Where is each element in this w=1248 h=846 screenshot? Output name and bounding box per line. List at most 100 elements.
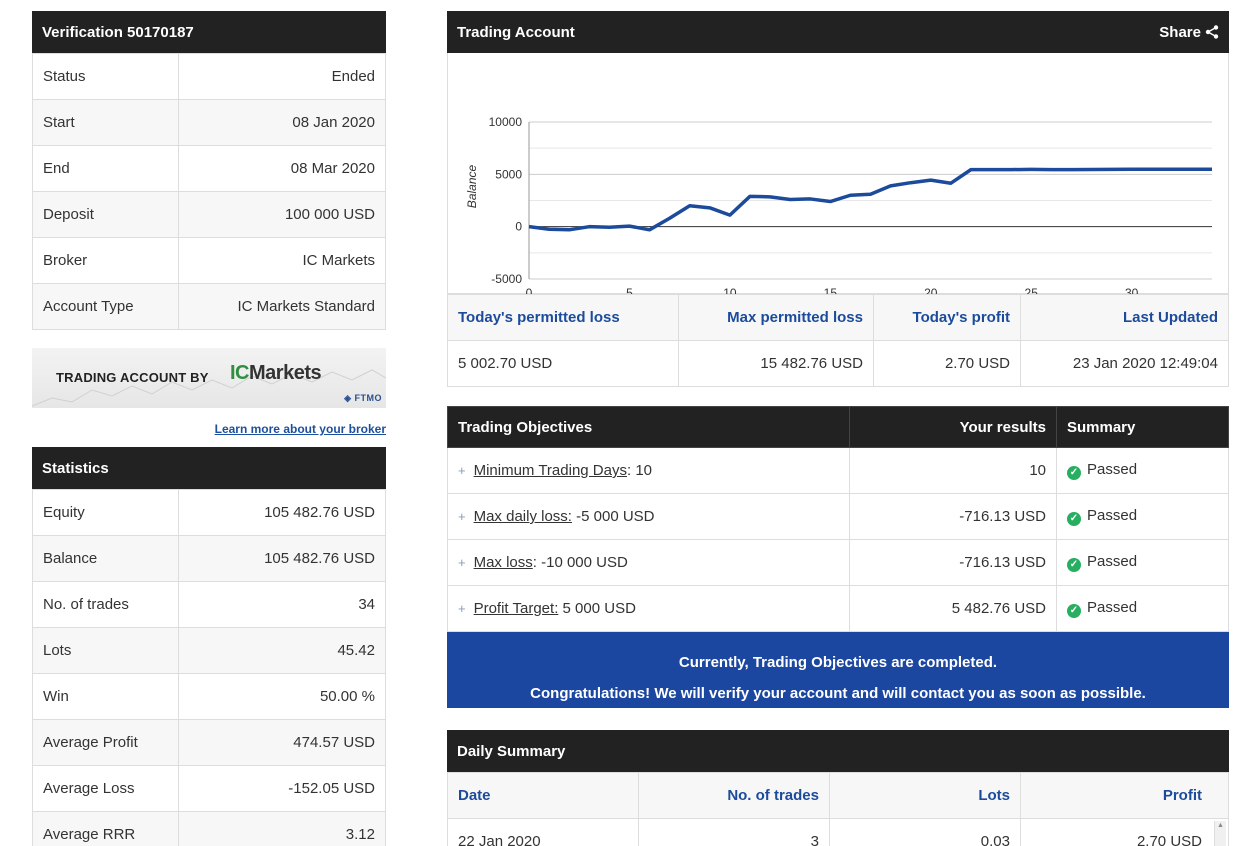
- share-icon: [1205, 25, 1219, 39]
- objectives-table: Trading Objectives Your results Summary …: [447, 406, 1229, 632]
- ftmo-logo: ◈ FTMO: [344, 393, 382, 403]
- objective-row[interactable]: + Profit Target: 5 000 USD 5 482.76 USD ✓ Pa…: [447, 585, 1229, 632]
- x-tick-label: 5: [626, 286, 633, 294]
- summary-status: Passed: [1087, 461, 1138, 478]
- verification-value: IC Markets: [178, 237, 386, 284]
- objective-row[interactable]: + Max loss: -10 000 USD -716.13 USD ✓ Passed: [447, 539, 1229, 586]
- daily-summary-title: Daily Summary: [447, 730, 1229, 772]
- expand-plus-icon[interactable]: +: [458, 463, 466, 478]
- objective-cell: + Max loss: -10 000 USD: [447, 539, 850, 586]
- statistics-value: 34: [178, 581, 386, 628]
- objectives-completed-banner: Currently, Trading Objectives are comple…: [447, 632, 1229, 708]
- objectives-panel: Trading Objectives Your results Summary …: [447, 406, 1229, 708]
- verification-label: Account Type: [32, 283, 179, 330]
- loss-table: Today's permitted loss Max permitted los…: [447, 294, 1229, 387]
- trades-header[interactable]: No. of trades: [638, 772, 830, 819]
- todays-profit-header: Today's profit: [873, 294, 1021, 341]
- broker-banner[interactable]: TRADING ACCOUNT BY ICMarkets ◈ FTMO: [32, 348, 386, 408]
- last-updated-value: 23 Jan 2020 12:49:04: [1020, 340, 1229, 387]
- verification-title: Verification 50170187: [32, 11, 386, 53]
- objective-result: 10: [849, 447, 1057, 494]
- objective-sep: :: [626, 462, 632, 479]
- check-circle-icon: ✓: [1067, 466, 1081, 480]
- objectives-header: Trading Objectives: [447, 406, 850, 448]
- statistics-row: Average Loss -152.05 USD: [32, 765, 386, 812]
- y-tick-label: 5000: [495, 167, 522, 181]
- statistics-value: 50.00 %: [178, 673, 386, 720]
- objective-summary: ✓ Passed: [1056, 585, 1229, 632]
- verification-label: Status: [32, 53, 179, 100]
- summary-header: Summary: [1056, 406, 1229, 448]
- statistics-label: Average RRR: [32, 811, 179, 846]
- y-axis-label: Balance: [465, 164, 479, 208]
- x-tick-label: 20: [924, 286, 938, 294]
- scroll-up-icon[interactable]: ▲: [1217, 822, 1224, 829]
- statistics-label: Average Loss: [32, 765, 179, 812]
- statistics-value: 45.42: [178, 627, 386, 674]
- expand-plus-icon[interactable]: +: [458, 601, 466, 616]
- statistics-label: Lots: [32, 627, 179, 674]
- verification-value: 100 000 USD: [178, 191, 386, 238]
- table-row: 22 Jan 2020 3 0.03 2.70 USD ▲: [447, 818, 1229, 846]
- check-circle-icon: ✓: [1067, 512, 1081, 526]
- objective-summary: ✓ Passed: [1056, 539, 1229, 586]
- x-tick-label: 25: [1025, 286, 1039, 294]
- statistics-label: Balance: [32, 535, 179, 582]
- verification-value: Ended: [178, 53, 386, 100]
- objective-result: -716.13 USD: [849, 493, 1057, 540]
- date-header[interactable]: Date: [447, 772, 639, 819]
- results-header: Your results: [849, 406, 1057, 448]
- expand-plus-icon[interactable]: +: [458, 509, 466, 524]
- verification-row: Start 08 Jan 2020: [32, 99, 386, 146]
- x-tick-label: 30: [1125, 286, 1139, 294]
- summary-status: Passed: [1087, 553, 1138, 570]
- statistics-row: Balance 105 482.76 USD: [32, 535, 386, 582]
- y-tick-label: 0: [515, 220, 522, 234]
- objective-link[interactable]: Max daily loss:: [473, 508, 572, 525]
- lots-header[interactable]: Lots: [829, 772, 1021, 819]
- x-tick-label: 0: [526, 286, 533, 294]
- objective-target: -5 000 USD: [571, 508, 655, 525]
- verification-panel: Verification 50170187 Status Ended Start 08…: [32, 11, 386, 330]
- statistics-value: 474.57 USD: [178, 719, 386, 766]
- max-permitted-loss-value: 15 482.76 USD: [678, 340, 874, 387]
- summary-status: Passed: [1087, 507, 1138, 524]
- trading-account-header: Trading Account Share: [447, 11, 1229, 53]
- x-tick-label: 15: [824, 286, 838, 294]
- statistics-row: Lots 45.42: [32, 627, 386, 674]
- objective-link[interactable]: Max loss: [473, 554, 533, 571]
- objective-target: -10 000 USD: [536, 554, 628, 571]
- share-button[interactable]: Share: [1159, 24, 1219, 41]
- scrollbar[interactable]: ▲: [1214, 821, 1226, 846]
- objective-row[interactable]: + Minimum Trading Days: 10 10 ✓ Passed: [447, 447, 1229, 494]
- objective-link[interactable]: Minimum Trading Days: [473, 462, 627, 479]
- todays-profit-value: 2.70 USD: [873, 340, 1021, 387]
- verification-value: 08 Jan 2020: [178, 99, 386, 146]
- objective-result: 5 482.76 USD: [849, 585, 1057, 632]
- profit-header[interactable]: Profit: [1020, 772, 1229, 819]
- verification-row: Deposit 100 000 USD: [32, 191, 386, 238]
- objective-summary: ✓ Passed: [1056, 493, 1229, 540]
- statistics-value: 105 482.76 USD: [178, 535, 386, 582]
- objective-row[interactable]: + Max daily loss: -5 000 USD -716.13 USD ✓ P…: [447, 493, 1229, 540]
- statistics-label: Equity: [32, 489, 179, 536]
- lots-cell: 0.03: [829, 818, 1021, 846]
- statistics-row: Average Profit 474.57 USD: [32, 719, 386, 766]
- verification-value: 08 Mar 2020: [178, 145, 386, 192]
- statistics-label: No. of trades: [32, 581, 179, 628]
- expand-plus-icon[interactable]: +: [458, 555, 466, 570]
- completed-message: Currently, Trading Objectives are comple…: [678, 654, 998, 671]
- statistics-label: Win: [32, 673, 179, 720]
- trading-account-panel: Trading Account Share 10000 5000 0 -5000 0 5 1…: [447, 11, 1229, 387]
- statistics-value: 3.12: [178, 811, 386, 846]
- daily-summary-table: Date No. of trades Lots Profit 22 Jan 20…: [447, 772, 1229, 846]
- statistics-row: Win 50.00 %: [32, 673, 386, 720]
- statistics-row: Average RRR 3.12: [32, 811, 386, 846]
- objective-link[interactable]: Profit Target:: [473, 600, 559, 617]
- verification-row: Broker IC Markets: [32, 237, 386, 284]
- date-cell: 22 Jan 2020: [447, 818, 639, 846]
- verification-label: Broker: [32, 237, 179, 284]
- statistics-value: 105 482.76 USD: [178, 489, 386, 536]
- learn-more-link[interactable]: Learn more about your broker: [214, 422, 386, 436]
